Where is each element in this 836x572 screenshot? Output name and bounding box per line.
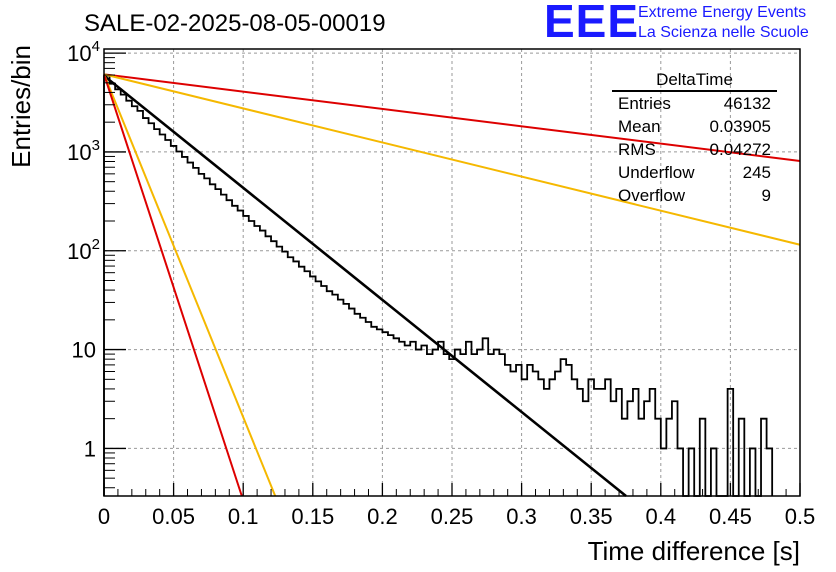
stats-value: 245 bbox=[742, 163, 771, 182]
logo-line-2: La Scienza nelle Scuole bbox=[638, 24, 809, 41]
stats-value: 0.04272 bbox=[709, 140, 771, 159]
x-axis-label: Time difference [s] bbox=[588, 536, 800, 566]
x-tick-label: 0.05 bbox=[152, 504, 195, 529]
stats-row-entries: Entries 46132 bbox=[612, 92, 777, 115]
x-tick-label: 0.5 bbox=[785, 504, 816, 529]
fit-line bbox=[103, 73, 801, 162]
y-tick-labels: 1 10 102 103 104 bbox=[67, 38, 100, 461]
fit-line bbox=[103, 73, 801, 246]
fit-line bbox=[103, 73, 243, 497]
stats-value: 0.03905 bbox=[709, 117, 771, 136]
histogram bbox=[103, 74, 774, 497]
stats-row-underflow: Underflow 245 bbox=[612, 161, 777, 184]
x-tick-label: 0.25 bbox=[431, 504, 474, 529]
y-tick-label: 1 bbox=[84, 436, 96, 461]
y-tick-label: 104 bbox=[67, 38, 100, 66]
stats-value: 9 bbox=[761, 186, 771, 205]
x-tick-label: 0.2 bbox=[367, 504, 398, 529]
logo-line-1: Extreme Energy Events bbox=[638, 4, 807, 21]
x-tick-labels: 0 0.05 0.1 0.15 0.2 0.25 0.3 0.35 0.4 0.45 0.5 bbox=[98, 504, 815, 529]
x-tick-label: 0.35 bbox=[570, 504, 613, 529]
stats-label: RMS bbox=[618, 140, 656, 159]
y-tick-label: 102 bbox=[67, 236, 100, 264]
fit-lines bbox=[103, 73, 801, 498]
stats-title: DeltaTime bbox=[612, 70, 777, 92]
stats-row-overflow: Overflow 9 bbox=[612, 184, 777, 207]
y-tick-label: 103 bbox=[67, 137, 100, 165]
x-tick-label: 0.3 bbox=[506, 504, 537, 529]
stats-row-rms: RMS 0.04272 bbox=[612, 138, 777, 161]
stats-value: 46132 bbox=[723, 94, 771, 113]
stats-label: Overflow bbox=[618, 186, 686, 205]
stats-label: Underflow bbox=[618, 163, 695, 182]
fit-line bbox=[103, 74, 627, 498]
chart-title: SALE-02-2025-08-05-00019 bbox=[84, 10, 386, 37]
x-tick-label: 0.4 bbox=[646, 504, 677, 529]
logo-mark: EEE bbox=[544, 0, 640, 47]
histogram-step bbox=[103, 74, 774, 497]
fit-line bbox=[103, 73, 277, 497]
stats-label: Entries bbox=[618, 94, 671, 113]
x-tick-label: 0.45 bbox=[709, 504, 752, 529]
grid-lines bbox=[104, 49, 800, 496]
axis-ticks bbox=[103, 52, 801, 496]
stats-label: Mean bbox=[618, 117, 661, 136]
y-tick-label: 10 bbox=[72, 338, 96, 363]
x-tick-label: 0.1 bbox=[228, 504, 259, 529]
stats-row-mean: Mean 0.03905 bbox=[612, 115, 777, 138]
x-tick-label: 0 bbox=[98, 504, 110, 529]
x-tick-label: 0.15 bbox=[291, 504, 334, 529]
y-axis-label: Entries/bin bbox=[6, 45, 36, 168]
eee-logo: EEE Extreme Energy Events La Scienza nel… bbox=[544, 0, 834, 48]
stats-box: DeltaTime Entries 46132 Mean 0.03905 RMS… bbox=[612, 70, 777, 207]
